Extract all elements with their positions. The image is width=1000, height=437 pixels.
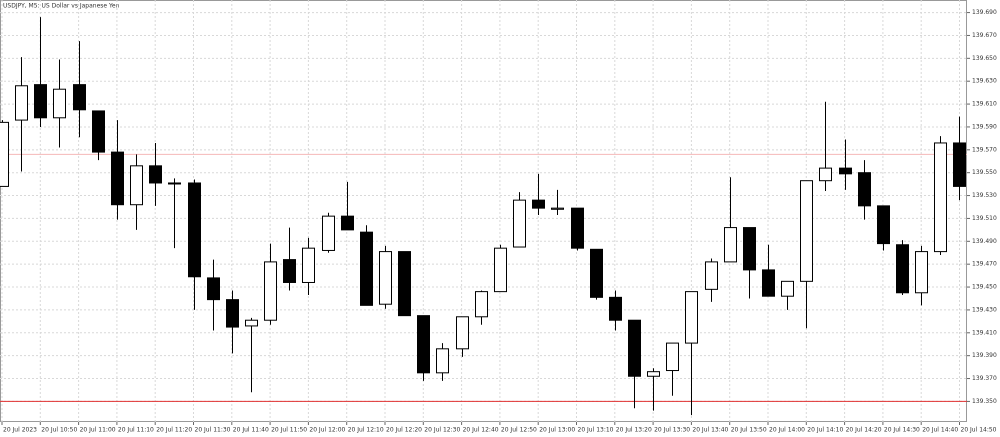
candle-body [590, 248, 603, 298]
candle-body [245, 319, 258, 327]
candle-body [953, 142, 966, 187]
candle-body [302, 247, 315, 283]
y-tick-label: 139.570 [972, 146, 997, 153]
candle-body [73, 84, 86, 111]
y-tick-label: 139.370 [972, 375, 997, 382]
y-tick-label: 139.670 [972, 32, 997, 39]
x-tick-label: 20 Jul 13:40 [692, 427, 728, 434]
candle-body [360, 231, 373, 306]
candle-body [513, 199, 526, 248]
candle-body [532, 199, 545, 209]
candle-body [571, 207, 584, 249]
candle-body [628, 319, 641, 377]
x-tick-label: 20 Jul 11:50 [271, 427, 307, 434]
candle-body [207, 277, 220, 301]
candle-body [417, 315, 430, 374]
candle-body [34, 84, 47, 119]
candle-body [398, 251, 411, 317]
x-tick-label: 20 Jul 14:10 [807, 427, 843, 434]
candle-body [551, 207, 564, 210]
x-tick-label: 20 Jul 10:50 [41, 427, 77, 434]
y-tick-label: 139.510 [972, 215, 997, 222]
candle-body [130, 165, 143, 206]
candle-body [666, 342, 679, 372]
x-tick-label: 20 Jul 11:40 [233, 427, 269, 434]
x-tick-label: 20 Jul 14:50 [961, 427, 997, 434]
candle-body [226, 299, 239, 328]
x-tick-label: 20 Jul 14:40 [922, 427, 958, 434]
x-tick-label: 20 Jul 12:40 [463, 427, 499, 434]
candle-body [858, 172, 871, 207]
y-tick-label: 139.590 [972, 123, 997, 130]
x-tick-label: 20 Jul 11:00 [80, 427, 116, 434]
x-tick-label: 20 Jul 12:10 [348, 427, 384, 434]
candle-body [743, 227, 756, 271]
x-tick-label: 20 Jul 13:00 [539, 427, 575, 434]
candle-body [781, 280, 794, 297]
candle-body [762, 269, 775, 297]
x-tick-label: 20 Jul 11:30 [195, 427, 231, 434]
candle-body [915, 251, 928, 294]
x-tick-label: 20 Jul 12:30 [424, 427, 460, 434]
candle-body [0, 121, 9, 187]
x-tick-label: 20 Jul 13:10 [578, 427, 614, 434]
x-tick-label: 20 Jul 13:30 [654, 427, 690, 434]
y-tick-label: 139.690 [972, 9, 997, 16]
y-tick-label: 139.610 [972, 101, 997, 108]
candle-body [283, 259, 296, 283]
candle-body [819, 167, 832, 182]
y-tick-label: 139.490 [972, 238, 997, 245]
plot-frame [0, 0, 967, 422]
candle-body [168, 182, 181, 185]
y-tick-label: 139.630 [972, 78, 997, 85]
candle-body [896, 244, 909, 294]
candle-body [53, 88, 66, 119]
candle-body [341, 215, 354, 231]
chart-title: USDJPY, M5: US Dollar vs Japanese Yen [3, 3, 120, 10]
candle-body [724, 227, 737, 263]
candle-body [475, 291, 488, 318]
x-tick-label: 20 Jul 14:20 [846, 427, 882, 434]
candle-body [436, 348, 449, 374]
candle-body [609, 296, 622, 321]
y-tick-label: 139.410 [972, 329, 997, 336]
candle-body [685, 291, 698, 344]
candle-body [800, 180, 813, 282]
x-tick-label: 20 Jul 12:50 [501, 427, 537, 434]
x-tick-label: 20 Jul 12:00 [309, 427, 345, 434]
x-tick-label: 20 Jul 13:50 [731, 427, 767, 434]
candle-body [456, 316, 469, 350]
candle-body [149, 165, 162, 184]
x-tick-label: 20 Jul 14:00 [769, 427, 805, 434]
x-tick-label: 20 Jul 13:20 [616, 427, 652, 434]
y-tick-label: 139.450 [972, 284, 997, 291]
candle-body [934, 142, 947, 253]
candle-body [92, 110, 105, 153]
candle-body [111, 151, 124, 206]
y-tick-label: 139.530 [972, 192, 997, 199]
y-tick-label: 139.550 [972, 169, 997, 176]
candle-body [322, 215, 335, 251]
candle-body [264, 261, 277, 321]
candle-body [647, 371, 660, 377]
x-tick-label: 20 Jul 12:20 [386, 427, 422, 434]
y-tick-label: 139.430 [972, 306, 997, 313]
candle-body [188, 182, 201, 278]
candle-body [494, 247, 507, 293]
x-tick-label: 20 Jul 11:10 [118, 427, 154, 434]
y-tick-label: 139.390 [972, 352, 997, 359]
x-tick-label: 20 Jul 2023 [3, 427, 37, 434]
y-tick-label: 139.350 [972, 398, 997, 405]
candle-body [839, 167, 852, 175]
candle-body [15, 85, 28, 121]
candle-body [705, 261, 718, 290]
candle-body [877, 205, 890, 245]
x-tick-label: 20 Jul 11:20 [156, 427, 192, 434]
candle-body [379, 251, 392, 305]
y-tick-label: 139.470 [972, 261, 997, 268]
y-tick-label: 139.650 [972, 55, 997, 62]
x-tick-label: 20 Jul 14:30 [884, 427, 920, 434]
